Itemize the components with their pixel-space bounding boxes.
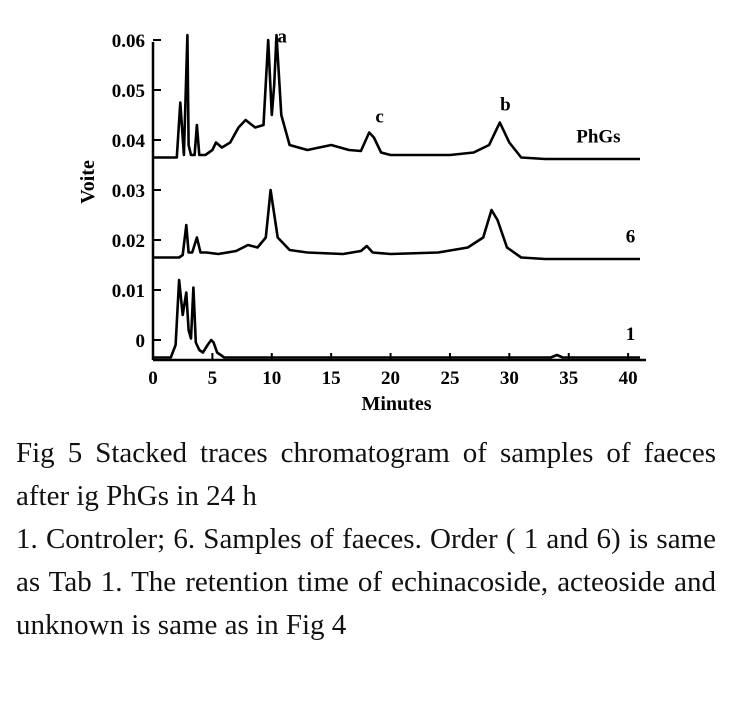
- tick-group: [152, 39, 630, 360]
- series-line-1: [153, 278, 640, 359]
- x-tick-label: 5: [208, 368, 218, 389]
- y-tick-label: 0.04: [112, 131, 146, 152]
- peak-label-a: a: [277, 27, 287, 48]
- caption-note: 1. Controler; 6. Samples of faeces. Orde…: [16, 523, 716, 641]
- label-group: 0 5 10 15 20 25 30 35 40 0 0.01 0.02 0.03 0.04 0.05 0.0…: [112, 27, 638, 390]
- caption-title: Fig 5 Stacked traces chromatogram of sam…: [16, 437, 716, 512]
- x-tick-label: 10: [262, 368, 281, 389]
- y-tick-label: 0: [136, 331, 146, 352]
- x-tick-label: 30: [500, 368, 519, 389]
- peak-label-b: b: [500, 95, 511, 116]
- y-tick-label: 0.06: [112, 31, 145, 52]
- y-tick-label: 0.03: [112, 181, 145, 202]
- series-line-6: [153, 188, 640, 261]
- x-tick-label: 35: [559, 368, 578, 389]
- axes-group: [151, 42, 646, 362]
- chromatogram-chart: 0 5 10 15 20 25 30 35 40 0 0.01 0.02 0.03 0.04 0.05 0.0…: [77, 27, 646, 415]
- y-tick-label: 0.05: [112, 81, 145, 102]
- trace-label: 1: [626, 324, 636, 345]
- y-axis-title: Voite: [77, 160, 99, 204]
- y-tick-label: 0.02: [112, 231, 145, 252]
- x-tick-label: 40: [619, 368, 638, 389]
- x-tick-label: 20: [381, 368, 400, 389]
- x-axis-title: Minutes: [362, 393, 432, 415]
- trace-label: 6: [626, 227, 636, 248]
- trace-label: PhGs: [576, 127, 620, 148]
- series-line-phgs: [153, 33, 640, 161]
- figure-caption: Fig 5 Stacked traces chromatogram of sam…: [16, 432, 716, 647]
- x-tick-label: 0: [148, 368, 158, 389]
- trace-group: [153, 33, 640, 359]
- x-tick-label: 15: [322, 368, 341, 389]
- y-tick-label: 0.01: [112, 281, 145, 302]
- peak-label-c: c: [375, 107, 383, 128]
- x-tick-label: 25: [440, 368, 459, 389]
